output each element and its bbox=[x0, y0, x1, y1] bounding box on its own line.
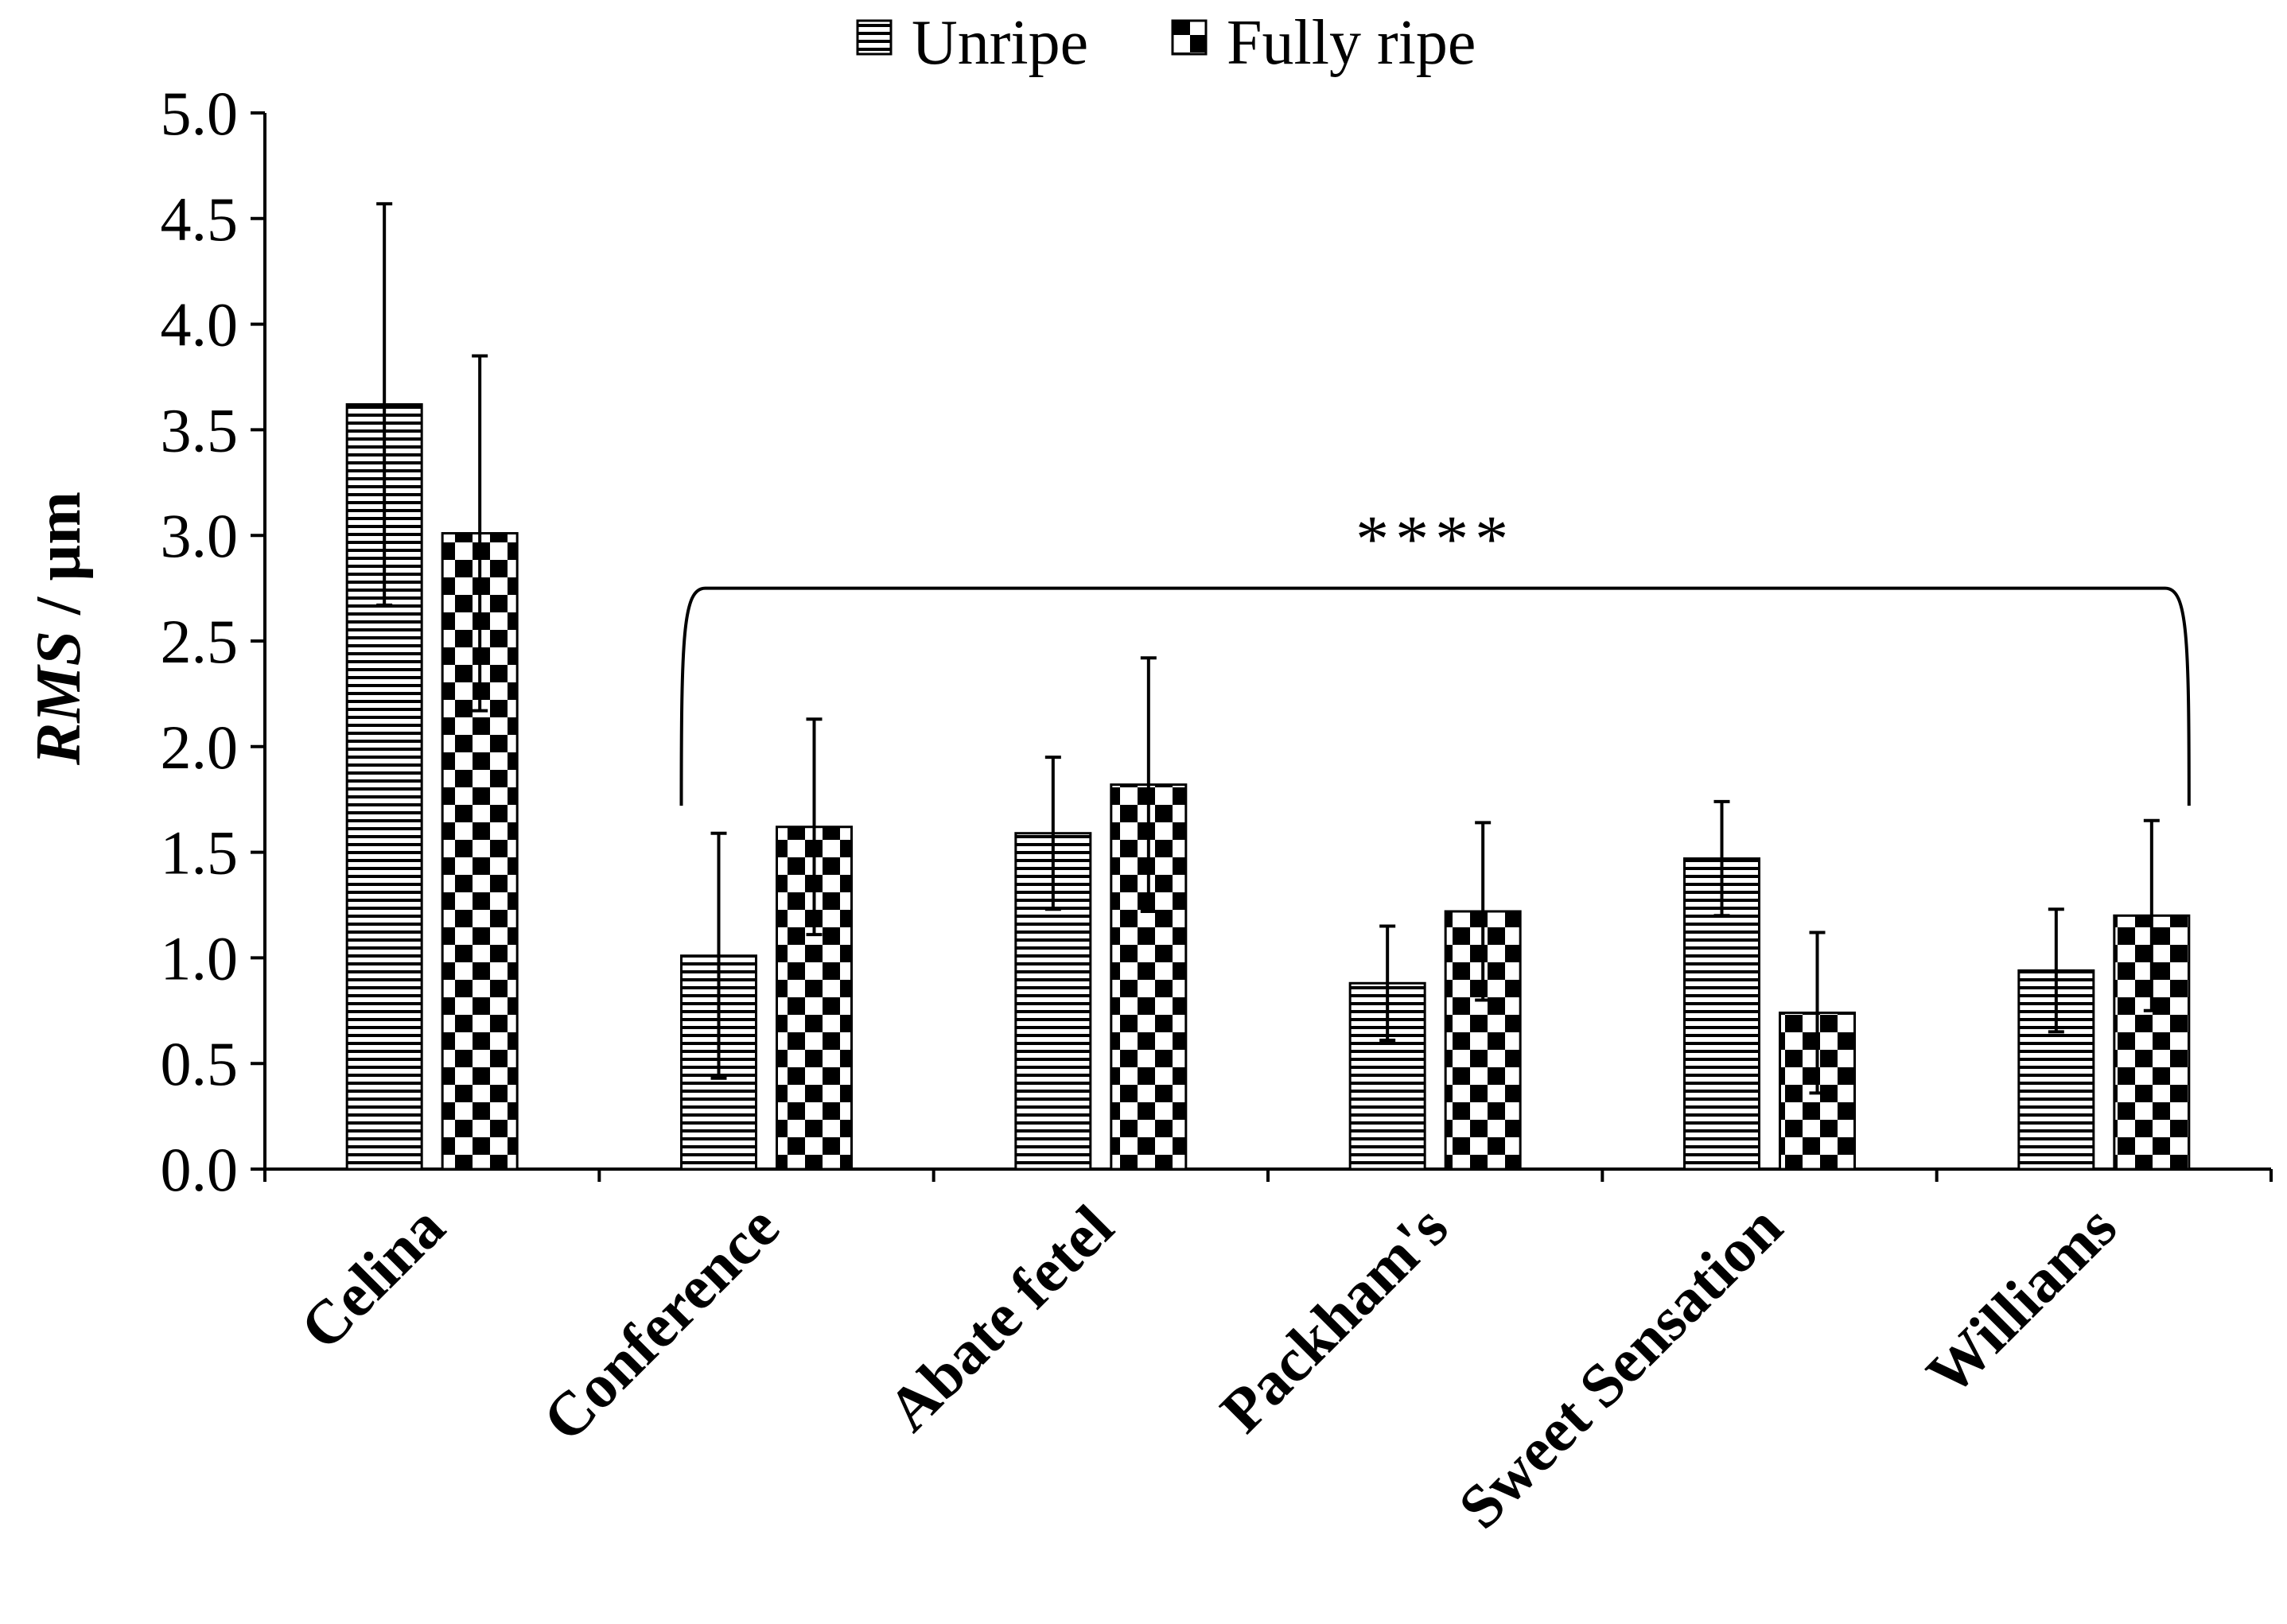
y-tick-label: 4.5 bbox=[161, 185, 239, 254]
category-label: Williams bbox=[1913, 1192, 2129, 1408]
y-tick-label: 5.0 bbox=[161, 79, 239, 148]
legend-label-unripe: Unripe bbox=[912, 8, 1088, 78]
y-tick-label: 1.5 bbox=[161, 818, 239, 888]
y-axis-label-unit: / µm bbox=[24, 491, 94, 631]
legend-label-fully-ripe: Fully ripe bbox=[1227, 8, 1476, 78]
bar-unripe bbox=[345, 403, 423, 1171]
significance-annotation: **** bbox=[679, 503, 2191, 806]
category-label: Sweet Sensation bbox=[1445, 1192, 1795, 1542]
y-tick-label: 3.0 bbox=[161, 501, 239, 570]
y-axis-label: RMS / µm bbox=[24, 491, 94, 766]
category-label: Conference bbox=[529, 1192, 792, 1455]
bars bbox=[345, 403, 2191, 1171]
category-label: Abate fetel bbox=[874, 1192, 1126, 1444]
error-bars bbox=[376, 202, 2160, 1095]
y-tick-label: 2.0 bbox=[161, 713, 239, 782]
category-label: Celina bbox=[286, 1192, 457, 1363]
category-label: Packham's bbox=[1207, 1192, 1460, 1446]
legend-swatch-fully-ripe bbox=[1171, 19, 1208, 56]
y-tick-label: 0.0 bbox=[161, 1135, 239, 1204]
legend: Unripe Fully ripe bbox=[856, 8, 1476, 78]
y-axis-label-italic: RMS bbox=[24, 631, 94, 766]
significance-stars: **** bbox=[1355, 503, 1515, 577]
bar-unripe bbox=[1014, 832, 1092, 1171]
category-labels: Celina Conference Abate fetel Packham'sSwee… bbox=[286, 1192, 2129, 1542]
legend-swatch-unripe bbox=[856, 19, 893, 56]
y-tick-label: 2.5 bbox=[161, 607, 239, 676]
y-tick-label: 0.5 bbox=[161, 1029, 239, 1098]
significance-bracket bbox=[679, 586, 2191, 806]
y-tick-label: 3.5 bbox=[161, 395, 239, 464]
axes: 0.0 0.5 1.0 1.5 2.0 2.5 3.0 3.5 4.0 4.5 5.0 bbox=[161, 79, 2273, 1204]
y-tick-label: 1.0 bbox=[161, 923, 239, 993]
y-tick-label: 4.0 bbox=[161, 290, 239, 359]
